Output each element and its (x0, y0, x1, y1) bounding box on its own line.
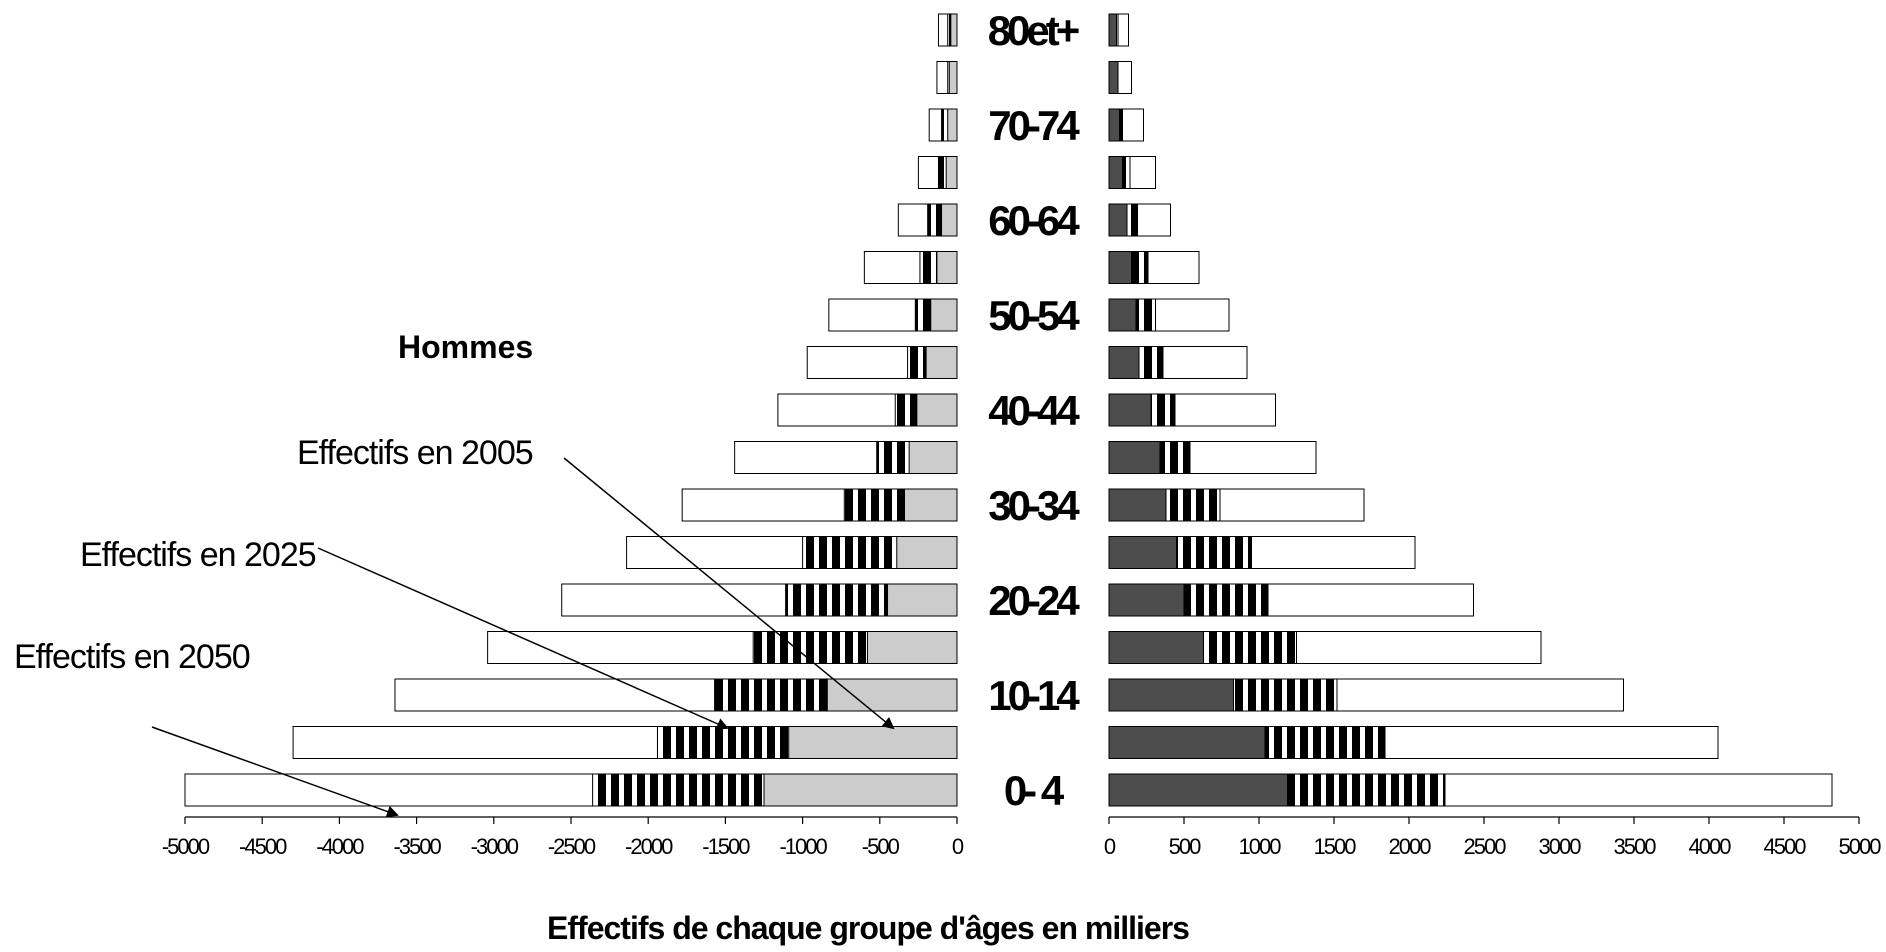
age-label: 50-54 (988, 292, 1080, 339)
right-bar-series3 (1108, 773, 1288, 807)
right-bar-series3 (1108, 631, 1204, 664)
annotation-2050: Effectifs en 2050 (14, 638, 250, 676)
right-x-axis: 0 500 1000 1500 2000 2500 3000 3500 4000 4500 5000 (1104, 816, 1883, 859)
left-bar-series3 (950, 13, 958, 47)
tick-label: -2500 (548, 834, 596, 859)
tick-label: 3500 (1614, 834, 1657, 859)
left-bar-series3 (925, 346, 958, 379)
tick-label: -500 (862, 834, 900, 859)
age-label: 80et+ (988, 7, 1079, 54)
tick-label: 0 (952, 834, 964, 859)
tick-label: -1000 (779, 834, 827, 859)
tick-label: 500 (1169, 834, 1201, 859)
tick-label: -4500 (239, 834, 287, 859)
right-bar-series3 (1108, 61, 1119, 94)
left-bar-series3 (896, 536, 958, 569)
tick-label: -4000 (316, 834, 364, 859)
annotation-2005: Effectifs en 2005 (297, 434, 533, 472)
left-bar-series3 (945, 156, 958, 189)
tick-label: -1500 (702, 834, 750, 859)
left-bar-series3 (930, 298, 958, 332)
left-bar-series3 (908, 441, 958, 474)
tick-label: 4000 (1689, 834, 1732, 859)
left-bar-series3 (826, 678, 958, 712)
x-axis-title: Effectifs de chaque groupe d'âges en mil… (547, 910, 1189, 946)
tick-label: 5000 (1839, 834, 1882, 859)
age-label: 40-44 (988, 387, 1080, 434)
arrow-2005 (563, 457, 895, 730)
left-bar-series3 (947, 108, 958, 142)
right-bar-series3 (1108, 393, 1152, 427)
left-bar-series3 (887, 583, 958, 617)
tick-label: -3500 (393, 834, 441, 859)
arrow-2025 (317, 547, 729, 730)
tick-label: 4500 (1764, 834, 1807, 859)
left-bar-series3 (788, 726, 958, 759)
left-bar-series3 (866, 631, 958, 664)
age-label: 30-34 (988, 482, 1080, 529)
age-label: 60-64 (988, 197, 1080, 244)
tick-label: 2000 (1389, 834, 1432, 859)
left-bar-series3 (763, 773, 958, 807)
right-bar-series3 (1108, 536, 1177, 569)
right-bar-series3 (1108, 203, 1128, 237)
left-x-axis: -5000 -4500 -4000 -3500 -3000 -2500 -2000 -1500… (162, 816, 966, 859)
tick-label: 2500 (1464, 834, 1507, 859)
age-label: 20-24 (988, 577, 1080, 624)
right-bar-series3 (1108, 346, 1140, 379)
tick-label: -3000 (471, 834, 519, 859)
tick-label: -2000 (625, 834, 673, 859)
right-bar-series3 (1108, 441, 1161, 474)
tick-label: 3000 (1539, 834, 1582, 859)
tick-label: 1000 (1239, 834, 1282, 859)
left-bar-series3 (936, 251, 958, 284)
tick-label: 0 (1104, 834, 1116, 859)
annotation-2025: Effectifs en 2025 (80, 536, 316, 574)
age-label: 70-74 (988, 102, 1080, 149)
right-panel-bars (1108, 13, 1833, 807)
age-label: 10-14 (988, 672, 1080, 719)
hommes-label: Hommes (398, 329, 533, 365)
age-group-labels: 0- 4 10-14 20-24 30-34 40-44 50-54 60-64 70-74 8… (988, 7, 1085, 814)
tick-label: 1500 (1314, 834, 1357, 859)
right-bar-series3 (1108, 488, 1167, 522)
left-bar-series3 (941, 203, 958, 237)
left-bar-series3 (948, 61, 958, 94)
right-bar-series3 (1108, 251, 1132, 284)
left-bar-series3 (904, 488, 958, 522)
age-label: 0- 4 (1004, 767, 1065, 814)
right-bar-series3 (1108, 726, 1266, 759)
left-bar-series3 (916, 393, 958, 427)
right-bar-series3 (1108, 678, 1234, 712)
tick-label: -5000 (162, 834, 210, 859)
right-bar-series3 (1108, 108, 1120, 142)
arrow-2050 (151, 726, 399, 818)
right-bar-series3 (1108, 298, 1137, 332)
right-bar-series3 (1108, 156, 1123, 189)
right-bar-series3 (1108, 583, 1185, 617)
right-bar-series3 (1108, 13, 1117, 47)
left-panel-bars (184, 13, 958, 807)
